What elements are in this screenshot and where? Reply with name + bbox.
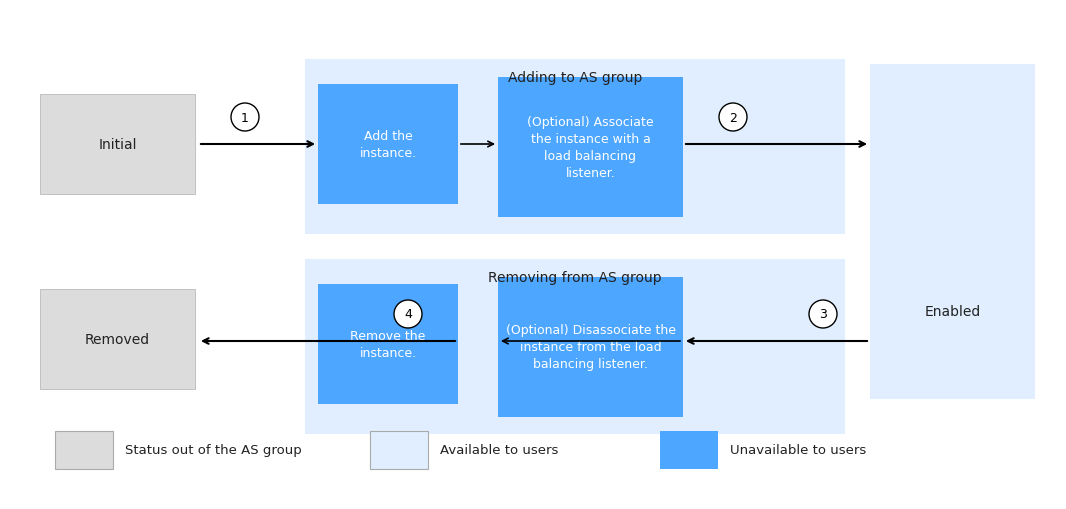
Bar [498,277,683,417]
Circle shape [809,300,837,328]
Bar [41,95,195,194]
Bar [660,431,718,469]
Text: 4: 4 [404,308,411,321]
Text: Unavailable to users: Unavailable to users [730,444,867,457]
Text: 3: 3 [819,308,827,321]
Bar [318,285,458,404]
Text: (Optional) Associate
the instance with a
load balancing
listener.: (Optional) Associate the instance with a… [528,116,653,180]
Bar [305,260,845,434]
Bar [55,431,113,469]
Text: Enabled: Enabled [924,305,981,319]
Text: 1: 1 [241,111,249,124]
Bar [41,290,195,389]
Text: Remove the
instance.: Remove the instance. [351,329,425,359]
Text: Adding to AS group: Adding to AS group [507,71,642,85]
Circle shape [718,104,747,132]
Text: Removing from AS group: Removing from AS group [488,270,662,285]
Bar [870,65,1035,399]
Text: Removed: Removed [85,332,150,346]
Bar [318,85,458,205]
Text: Available to users: Available to users [440,444,559,457]
Text: (Optional) Disassociate the
instance from the load
balancing listener.: (Optional) Disassociate the instance fro… [505,324,676,371]
Bar [498,78,683,217]
Text: Status out of the AS group: Status out of the AS group [125,444,302,457]
Circle shape [231,104,259,132]
Text: Initial: Initial [98,138,136,152]
Circle shape [394,300,422,328]
Text: 2: 2 [729,111,737,124]
Bar [370,431,429,469]
Text: Add the
instance.: Add the instance. [359,130,417,160]
Bar [305,60,845,235]
